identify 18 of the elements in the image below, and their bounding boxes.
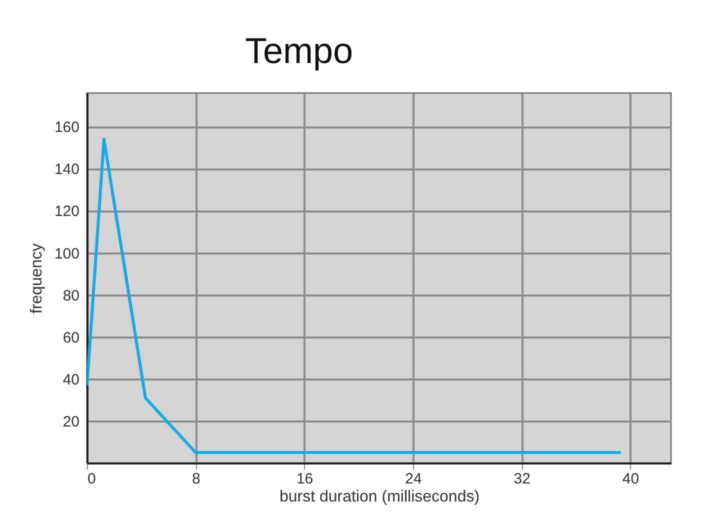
x-axis-title: burst duration (milliseconds) — [279, 488, 480, 506]
y-tick-label: 120 — [54, 203, 80, 220]
x-tick-label: 8 — [192, 470, 200, 488]
x-tick-label: 40 — [622, 470, 640, 488]
y-tick-label: 140 — [54, 161, 80, 178]
chart-title: Tempo — [244, 30, 354, 71]
y-tick-label: 20 — [62, 413, 80, 430]
x-tick-label: 0 — [88, 470, 96, 488]
x-tick-label: 32 — [514, 470, 530, 488]
line-series — [87, 138, 622, 454]
x-tick-label: 16 — [296, 470, 314, 488]
x-tick-label: 24 — [405, 470, 422, 488]
y-tick-label: 40 — [62, 371, 80, 388]
y-tick-label: 60 — [62, 329, 80, 346]
y-tick-label: 100 — [54, 245, 80, 262]
y-axis-title: frequency — [28, 243, 46, 314]
y-tick-label: 160 — [54, 119, 80, 136]
y-tick-label: 80 — [62, 287, 80, 304]
